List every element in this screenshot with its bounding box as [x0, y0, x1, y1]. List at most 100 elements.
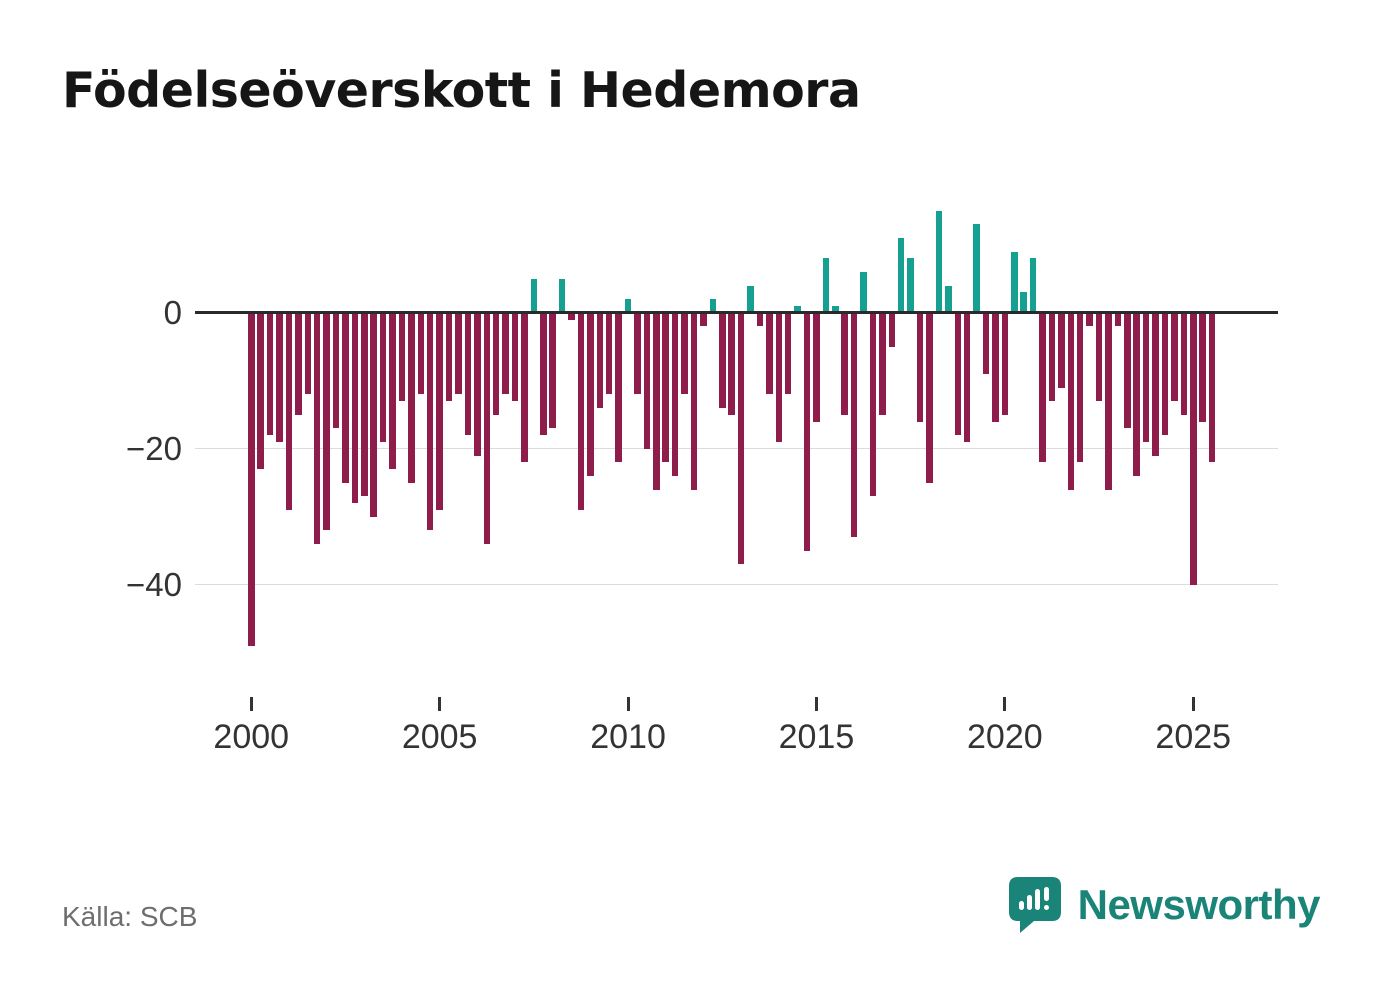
bar [643, 312, 651, 449]
bar [257, 312, 264, 470]
bar [973, 224, 980, 313]
bar [313, 312, 321, 545]
bar [1067, 312, 1075, 490]
bar [766, 312, 773, 395]
bar [775, 312, 783, 443]
bar [304, 312, 312, 395]
bar [605, 312, 613, 395]
bar [681, 312, 688, 395]
bar [1161, 312, 1169, 436]
bar [398, 312, 406, 402]
bar [426, 312, 434, 531]
bar [596, 312, 604, 409]
bar [483, 312, 490, 545]
bar [822, 258, 830, 313]
bar [709, 299, 717, 313]
bar [728, 312, 735, 415]
bar [1011, 251, 1018, 313]
bar [1086, 312, 1093, 327]
bar [653, 312, 660, 490]
bar [266, 312, 274, 436]
x-axis-label: 2000 [213, 718, 290, 756]
bar [389, 312, 396, 470]
bar [954, 312, 961, 436]
bar [794, 306, 801, 313]
bar [841, 312, 848, 415]
x-axis-tick [626, 697, 630, 711]
y-axis-label: −40 [126, 565, 182, 603]
bar [719, 312, 726, 409]
bar [1133, 312, 1140, 477]
bar [436, 312, 443, 511]
x-axis-label: 2025 [1155, 718, 1232, 756]
bar [587, 312, 594, 477]
bar [1199, 312, 1206, 422]
bar [935, 210, 943, 313]
bar [323, 312, 330, 531]
bar [832, 306, 839, 313]
newsworthy-logo: Newsworthy [1008, 876, 1321, 934]
x-axis-tick [1191, 697, 1195, 711]
bar [455, 312, 462, 395]
bar [1076, 312, 1084, 463]
bar [888, 312, 896, 347]
bar [945, 285, 952, 313]
bar [1190, 312, 1197, 585]
bar [502, 312, 509, 395]
bar [860, 272, 867, 313]
bar [530, 278, 538, 313]
bar [879, 312, 886, 415]
bar [332, 312, 340, 429]
bar [803, 312, 811, 551]
bar [1020, 292, 1027, 313]
bar [474, 312, 481, 456]
bar [897, 238, 905, 313]
bar [295, 312, 302, 415]
bar [276, 312, 283, 443]
bar [1039, 312, 1046, 463]
gridline [195, 584, 1278, 586]
bar [982, 312, 990, 375]
bar [1124, 312, 1131, 429]
bar [615, 312, 622, 463]
bar [747, 285, 754, 313]
bar [1048, 312, 1056, 402]
y-axis-label: 0 [163, 293, 182, 331]
chart-title: Födelseöverskott i Hedemora [62, 62, 861, 119]
bar [850, 312, 858, 538]
bar [445, 312, 453, 402]
bar [662, 312, 669, 463]
bar [1171, 312, 1178, 402]
bar [464, 312, 472, 436]
source-label: Källa: SCB [62, 901, 198, 932]
x-axis-label: 2005 [401, 718, 478, 756]
bar [1105, 312, 1112, 490]
x-axis-label: 2010 [590, 718, 666, 756]
bar [342, 312, 349, 483]
x-axis-tick [249, 697, 253, 711]
bar [285, 312, 293, 511]
x-axis-tick [814, 697, 818, 711]
y-axis-label: −20 [126, 429, 182, 467]
bar [521, 312, 528, 463]
x-axis-tick [438, 697, 442, 711]
bar [1058, 312, 1065, 388]
bar [417, 312, 425, 395]
bar [1114, 312, 1122, 327]
zero-line [195, 311, 1278, 315]
bar [624, 299, 632, 313]
bar [916, 312, 924, 422]
bar [634, 312, 641, 395]
plot-area [195, 185, 1278, 661]
bar [992, 312, 999, 422]
x-axis-label: 2015 [778, 718, 855, 756]
bar [1095, 312, 1103, 402]
bar [549, 312, 556, 429]
bar [756, 312, 764, 327]
bar [1152, 312, 1159, 456]
bar [813, 312, 820, 422]
bar [351, 312, 359, 504]
bar [361, 312, 368, 497]
bar [1208, 312, 1216, 463]
bar [869, 312, 877, 497]
